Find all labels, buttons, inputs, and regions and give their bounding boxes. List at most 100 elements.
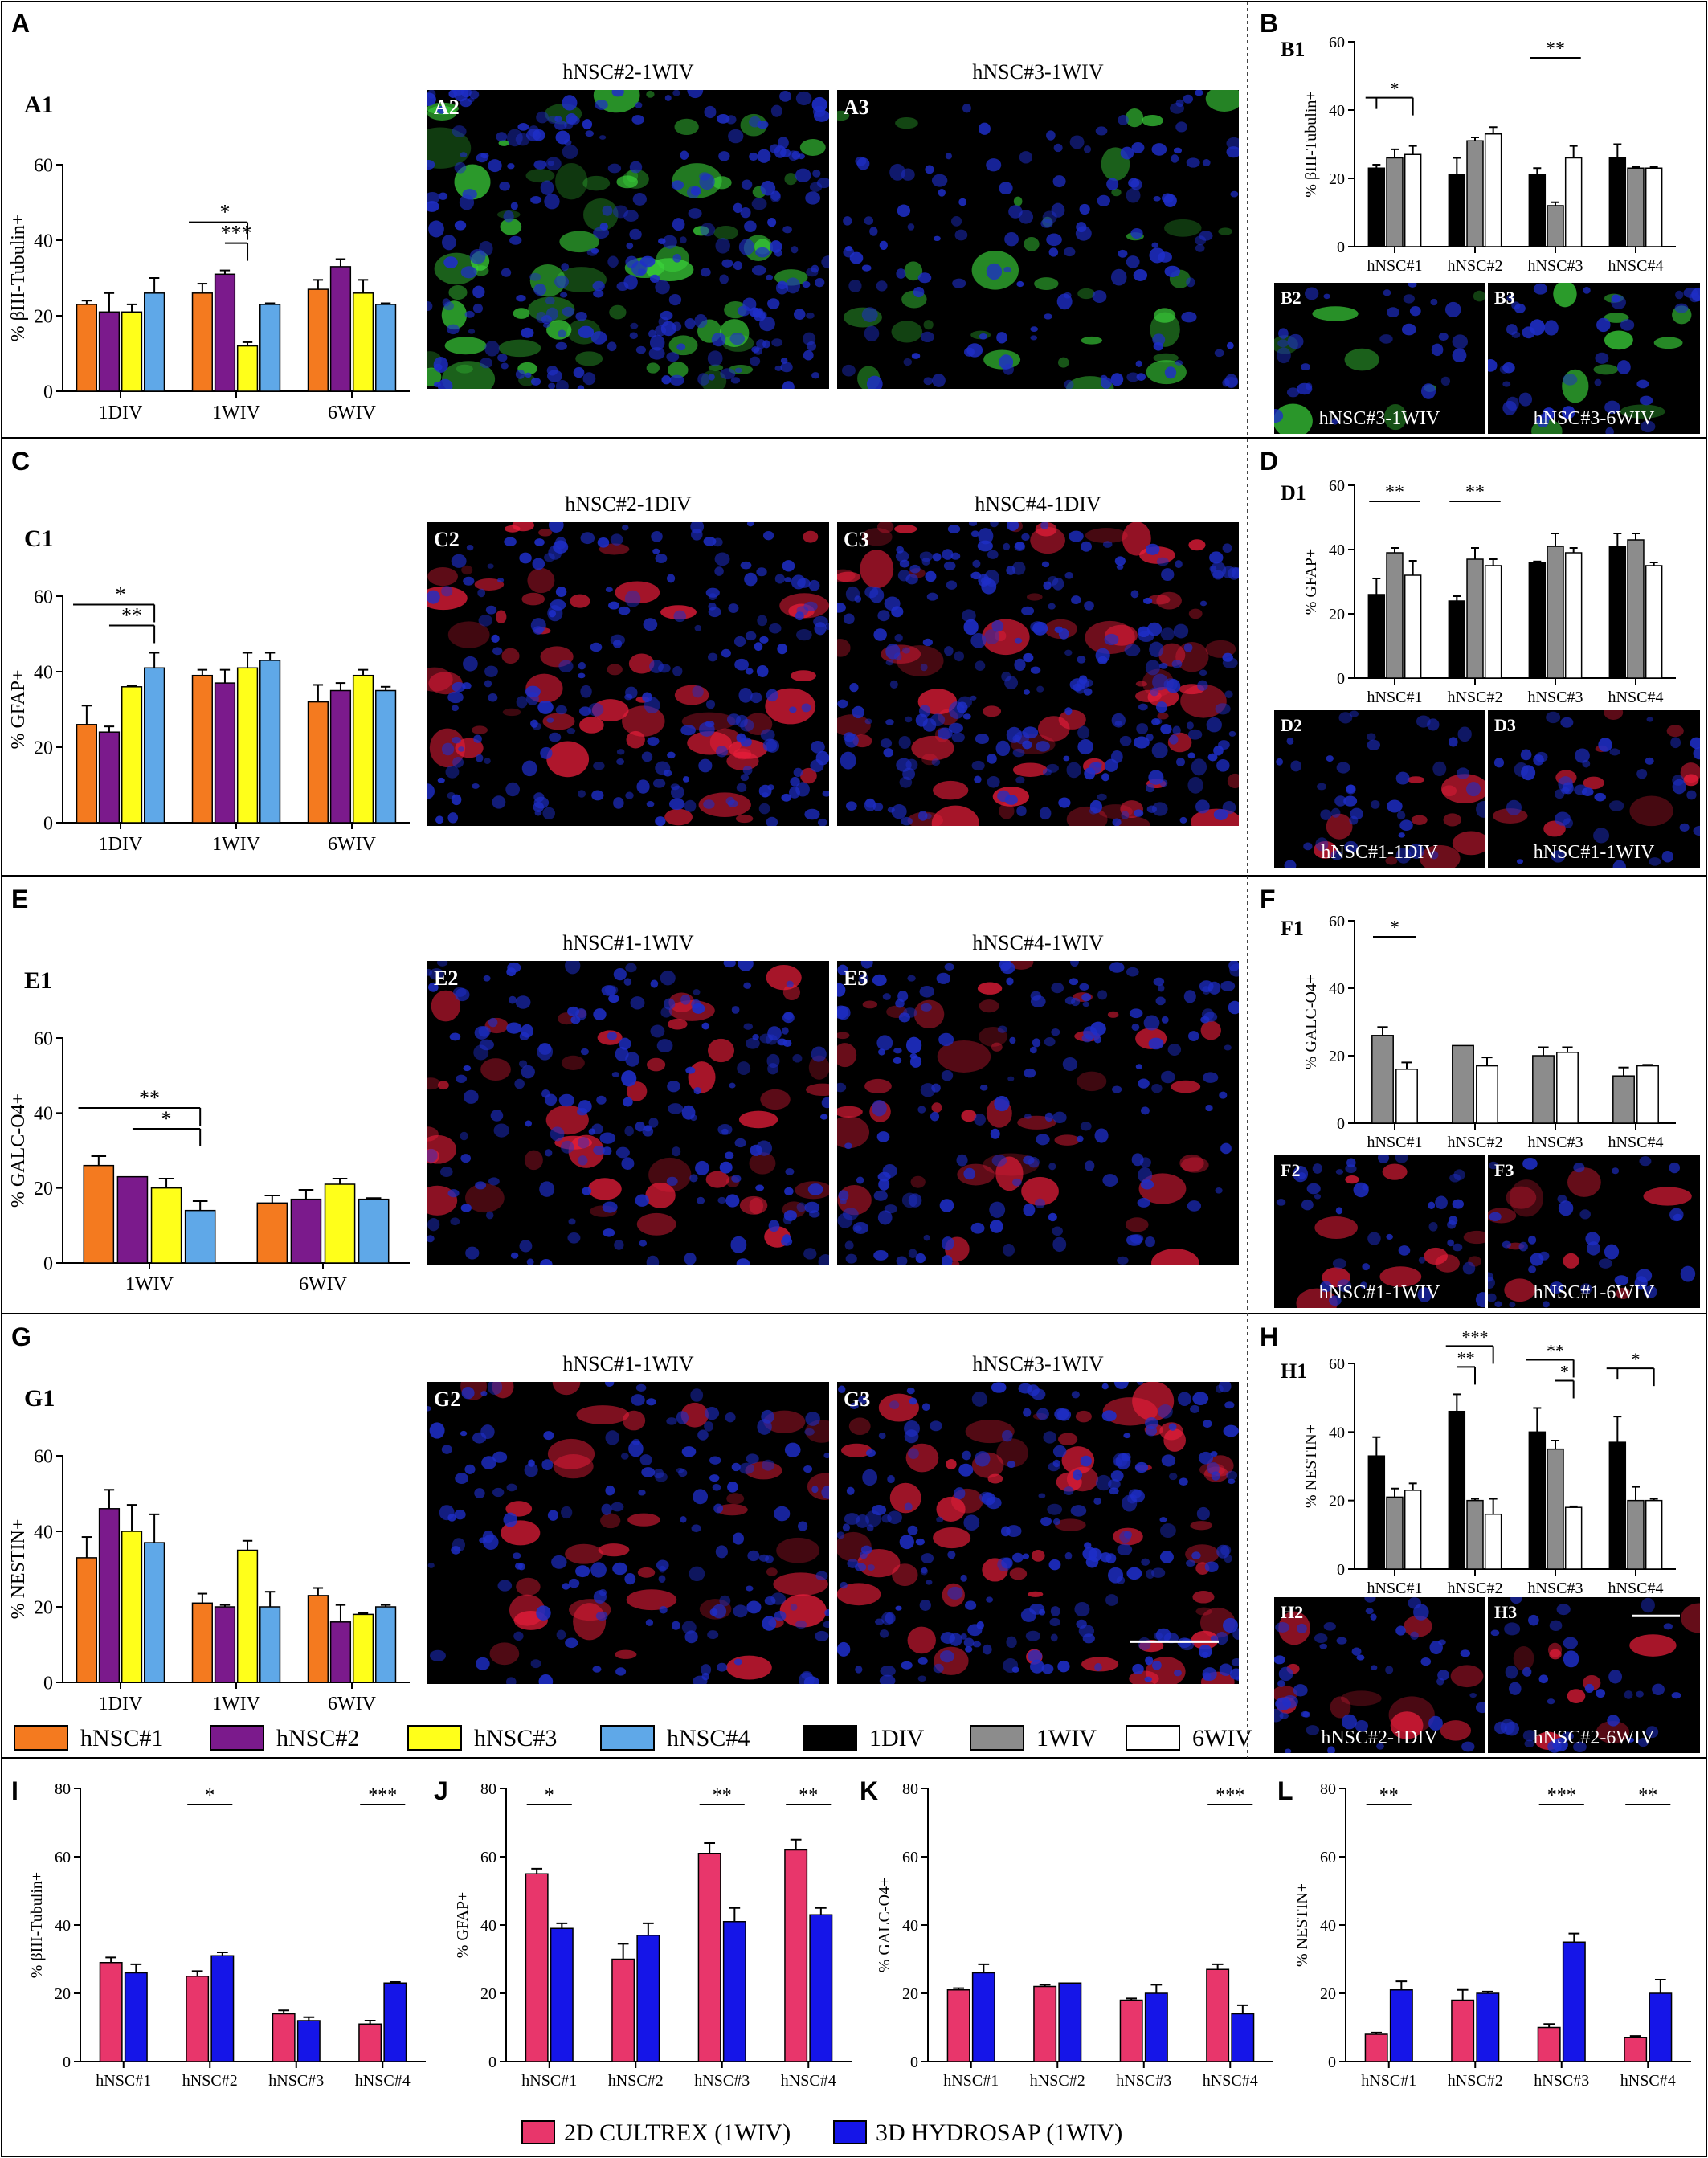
nucleus xyxy=(649,660,664,673)
nucleus xyxy=(876,280,888,292)
nucleus xyxy=(1036,741,1051,752)
nucleus xyxy=(613,967,627,981)
nucleus xyxy=(621,1157,635,1170)
y-tick-label: 40 xyxy=(55,1917,71,1935)
nucleus xyxy=(447,1189,460,1198)
nucleus xyxy=(427,1562,435,1568)
nucleus xyxy=(1145,1426,1158,1437)
nucleus xyxy=(1028,1157,1040,1168)
nucleus xyxy=(812,169,821,178)
nucleus xyxy=(711,332,726,347)
nucleus xyxy=(1148,770,1164,785)
stained-cell xyxy=(1593,364,1619,375)
nucleus xyxy=(925,165,934,174)
nucleus xyxy=(1669,1162,1681,1174)
stained-cell xyxy=(1163,1428,1186,1452)
bar xyxy=(296,2020,321,2062)
nucleus xyxy=(919,551,933,562)
stained-cell xyxy=(1604,710,1624,720)
bar xyxy=(1206,1968,1230,2062)
nucleus xyxy=(436,105,447,114)
nucleus xyxy=(1063,755,1070,762)
stained-cell xyxy=(937,1040,991,1073)
nucleus xyxy=(1126,372,1140,382)
nucleus xyxy=(680,725,696,736)
nucleus xyxy=(908,1249,917,1258)
stained-cell xyxy=(1077,288,1095,300)
nucleus xyxy=(1432,761,1447,777)
nucleus xyxy=(504,537,517,546)
nucleus xyxy=(1457,726,1472,742)
nucleus xyxy=(525,372,532,378)
nucleus xyxy=(864,325,880,341)
stained-cell xyxy=(447,621,490,648)
nucleus xyxy=(1490,1629,1500,1637)
nucleus xyxy=(1129,1008,1143,1019)
nucleus xyxy=(987,775,1000,788)
nucleus xyxy=(1130,590,1139,599)
nucleus xyxy=(1690,737,1700,750)
bar xyxy=(76,724,97,824)
stained-cell xyxy=(806,1083,829,1097)
nucleus xyxy=(568,1218,576,1225)
nucleus xyxy=(749,152,758,161)
nucleus xyxy=(1332,1258,1346,1269)
nucleus xyxy=(543,1431,554,1441)
nucleus xyxy=(1636,1690,1644,1698)
nucleus xyxy=(672,666,683,676)
nucleus xyxy=(782,1215,792,1224)
nucleus xyxy=(644,697,660,714)
stained-cell xyxy=(895,116,918,129)
nucleus xyxy=(1187,752,1195,759)
nucleus xyxy=(759,316,775,332)
micrograph-title: hNSC#4-1WIV xyxy=(972,931,1103,954)
nucleus xyxy=(1551,850,1566,863)
nucleus xyxy=(906,1387,915,1395)
nucleus xyxy=(681,1621,697,1634)
nucleus xyxy=(1518,392,1533,407)
nucleus xyxy=(1151,1660,1162,1670)
nucleus xyxy=(1274,1655,1285,1665)
nucleus xyxy=(562,306,575,317)
nucleus xyxy=(1428,1715,1443,1731)
nucleus xyxy=(1398,1245,1411,1256)
nucleus xyxy=(1133,809,1144,817)
nucleus xyxy=(1016,280,1024,288)
nucleus xyxy=(860,961,873,969)
nucleus xyxy=(599,1132,616,1144)
x-tick-label: hNSC#2 xyxy=(182,2072,238,2090)
stained-cell xyxy=(559,231,599,253)
nucleus xyxy=(673,610,687,623)
nucleus xyxy=(460,1204,472,1212)
legend-swatch xyxy=(521,2120,555,2144)
nucleus xyxy=(1069,135,1085,149)
nucleus xyxy=(593,762,605,770)
nucleus xyxy=(1367,1232,1381,1245)
nucleus xyxy=(1135,360,1142,367)
nucleus xyxy=(843,247,855,258)
stained-cell xyxy=(1077,1071,1107,1092)
nucleus xyxy=(926,592,938,601)
stained-cell xyxy=(1181,1157,1209,1173)
nucleus xyxy=(1052,1445,1067,1458)
nucleus xyxy=(741,179,753,190)
nucleus xyxy=(1081,541,1092,552)
nucleus xyxy=(801,703,811,713)
nucleus xyxy=(1385,1666,1394,1674)
nucleus xyxy=(1616,360,1631,374)
micrograph-caption: hNSC#1-6WIV xyxy=(1534,1282,1655,1303)
stained-cell xyxy=(979,999,999,1013)
micrograph-content xyxy=(1490,1597,1700,1753)
micrograph-content xyxy=(1276,710,1485,868)
nucleus xyxy=(979,1084,988,1091)
nucleus xyxy=(1636,768,1648,779)
nucleus xyxy=(1438,333,1449,341)
nucleus xyxy=(1228,1478,1236,1485)
nucleus xyxy=(804,1201,820,1214)
nucleus xyxy=(602,1201,618,1213)
nucleus xyxy=(1213,745,1224,756)
nucleus xyxy=(1475,1292,1485,1308)
nucleus xyxy=(813,109,829,122)
